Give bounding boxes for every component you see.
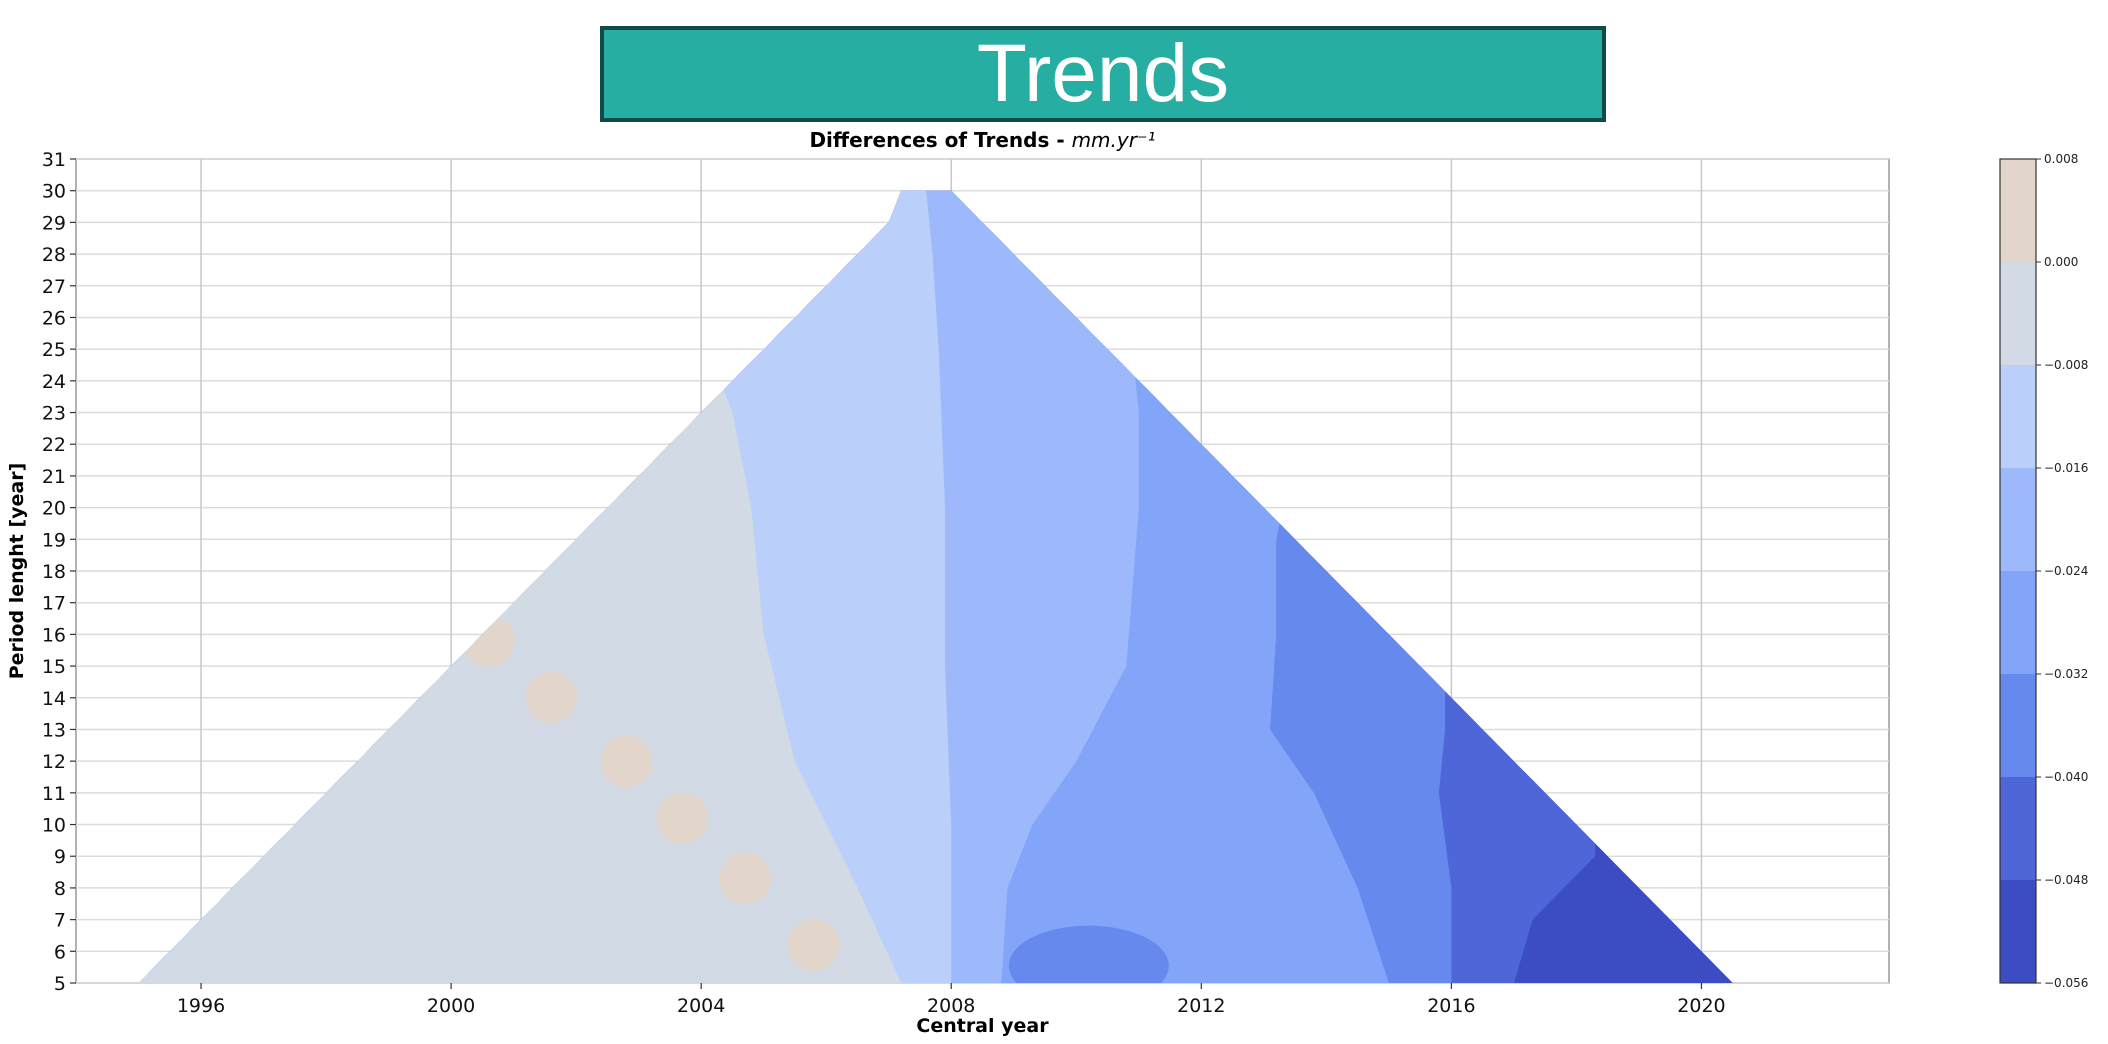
y-tick-label: 14 bbox=[42, 688, 66, 710]
y-tick-label: 19 bbox=[42, 529, 66, 551]
colorbar-segment bbox=[2000, 262, 2036, 366]
colorbar-tick-label: −0.032 bbox=[2044, 667, 2088, 681]
colorbar-segment bbox=[2000, 468, 2036, 572]
x-tick-label: 2008 bbox=[927, 995, 975, 1017]
positive-patch bbox=[656, 792, 709, 845]
y-tick-label: 23 bbox=[42, 403, 66, 425]
y-tick-label: 18 bbox=[42, 561, 66, 583]
colorbar-segment bbox=[2000, 674, 2036, 778]
colorbar-segment bbox=[2000, 777, 2036, 881]
colorbar-tick-label: −0.016 bbox=[2044, 461, 2088, 475]
contour-patch bbox=[1008, 925, 1169, 983]
x-tick-label: 2020 bbox=[1677, 995, 1725, 1017]
x-axis-label: Central year bbox=[916, 1015, 1049, 1037]
colorbar-tick-label: −0.040 bbox=[2044, 770, 2088, 784]
x-ticks: 1996 2000 2004 2008 2012 2016 2020 bbox=[177, 983, 1726, 1017]
y-tick-label: 26 bbox=[42, 307, 66, 329]
x-tick-label: 2012 bbox=[1177, 995, 1225, 1017]
y-tick-label: 7 bbox=[54, 910, 66, 932]
y-tick-label: 30 bbox=[42, 181, 66, 203]
x-tick-label: 2016 bbox=[1427, 995, 1475, 1017]
colorbar-tick-label: 0.000 bbox=[2044, 255, 2078, 269]
colorbar-tick-label: −0.008 bbox=[2044, 358, 2088, 372]
y-tick-label: 24 bbox=[42, 371, 66, 393]
colorbar-tick-label: −0.048 bbox=[2044, 873, 2088, 887]
y-tick-label: 12 bbox=[42, 751, 66, 773]
y-tick-label: 28 bbox=[42, 244, 66, 266]
y-tick-label: 29 bbox=[42, 212, 66, 234]
colorbar-segment bbox=[2000, 880, 2036, 984]
y-tick-label: 27 bbox=[42, 276, 66, 298]
y-tick-label: 21 bbox=[42, 466, 66, 488]
chart-title-text: Differences of Trends - bbox=[809, 128, 1071, 152]
colorbar-tick-label: −0.024 bbox=[2044, 564, 2088, 578]
colorbar-segment bbox=[2000, 571, 2036, 675]
chart-title: Differences of Trends - mm.yr⁻¹ bbox=[809, 128, 1155, 152]
colorbar-tick-label: −0.056 bbox=[2044, 976, 2088, 990]
y-tick-label: 22 bbox=[42, 434, 66, 456]
colorbar-segment bbox=[2000, 159, 2036, 263]
y-tick-label: 13 bbox=[42, 719, 66, 741]
y-tick-label: 20 bbox=[42, 498, 66, 520]
y-tick-label: 8 bbox=[54, 878, 66, 900]
positive-patch bbox=[787, 918, 840, 971]
colorbar-segment bbox=[2000, 365, 2036, 469]
y-tick-label: 9 bbox=[54, 846, 66, 868]
y-axis-label: Period lenght [year] bbox=[6, 463, 28, 680]
positive-patch bbox=[600, 735, 653, 788]
y-tick-label: 16 bbox=[42, 624, 66, 646]
chart-title-unit: mm.yr⁻¹ bbox=[1072, 128, 1156, 152]
y-tick-label: 17 bbox=[42, 593, 66, 615]
title-banner: Trends bbox=[600, 26, 1606, 122]
colorbar-tick-label: 0.008 bbox=[2044, 152, 2078, 166]
positive-patch bbox=[525, 671, 578, 724]
y-tick-label: 6 bbox=[54, 941, 66, 963]
y-tick-label: 15 bbox=[42, 656, 66, 678]
x-tick-label: 2004 bbox=[677, 995, 725, 1017]
y-tick-label: 5 bbox=[54, 973, 66, 995]
y-tick-label: 11 bbox=[42, 783, 66, 805]
x-tick-label: 1996 bbox=[177, 995, 225, 1017]
colorbar: 0.008 0.000 −0.008 −0.016 −0.024 −0.032 −0.040… bbox=[1999, 152, 2088, 990]
y-tick-label: 10 bbox=[42, 815, 66, 837]
banner-title: Trends bbox=[976, 28, 1230, 119]
y-tick-label: 31 bbox=[42, 149, 66, 171]
y-tick-label: 25 bbox=[42, 339, 66, 361]
y-ticks: 5 6 7 8 9 10 11 12 13 14 15 16 17 18 19 20 21 22 23 24 25 26 2… bbox=[42, 149, 76, 995]
positive-patch bbox=[718, 852, 771, 905]
x-tick-label: 2000 bbox=[427, 995, 475, 1017]
